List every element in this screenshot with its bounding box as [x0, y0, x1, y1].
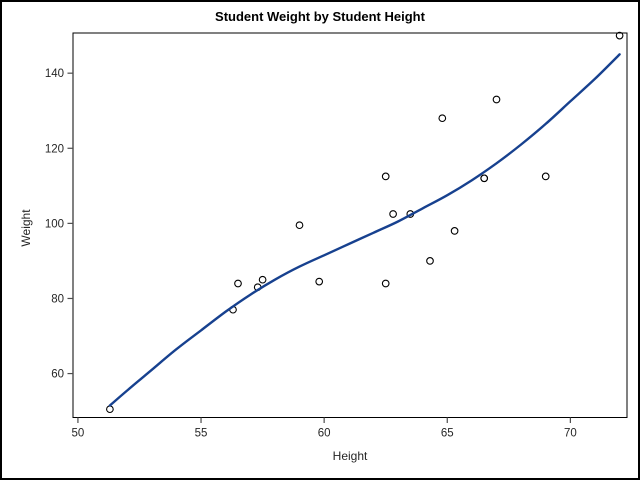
scatter-point	[480, 174, 489, 183]
x-tick-label: 70	[564, 428, 577, 440]
y-axis-label: Weight	[19, 209, 33, 247]
fit-curve	[108, 53, 621, 407]
scatter-point	[450, 227, 459, 235]
y-tick-label: 120	[45, 143, 64, 155]
y-tick-label: 100	[45, 218, 64, 230]
x-tick-label: 55	[195, 428, 208, 440]
x-tick-label: 60	[318, 428, 331, 440]
x-tick-label: 50	[72, 428, 85, 440]
x-axis-label: Height	[332, 449, 368, 463]
scatter-point	[234, 279, 242, 288]
scatter-point	[258, 275, 267, 284]
scatter-point	[492, 95, 501, 104]
scatter-point	[295, 221, 304, 230]
plot-frame	[72, 32, 628, 418]
x-tick-label: 65	[441, 428, 454, 440]
scatter-point	[381, 172, 390, 181]
scatter-point	[106, 405, 114, 414]
scatter-point	[315, 277, 324, 286]
scatter-point	[615, 31, 624, 40]
chart-title: Student Weight by Student Height	[215, 9, 425, 24]
y-tick-label: 140	[45, 68, 64, 80]
scatter-point	[426, 257, 434, 265]
scatter-point	[438, 114, 447, 123]
y-tick-label: 60	[51, 369, 64, 381]
scatter-point	[389, 210, 397, 218]
scatter-point	[381, 279, 390, 288]
scatter-point	[541, 172, 550, 181]
y-tick-label: 80	[51, 293, 64, 305]
